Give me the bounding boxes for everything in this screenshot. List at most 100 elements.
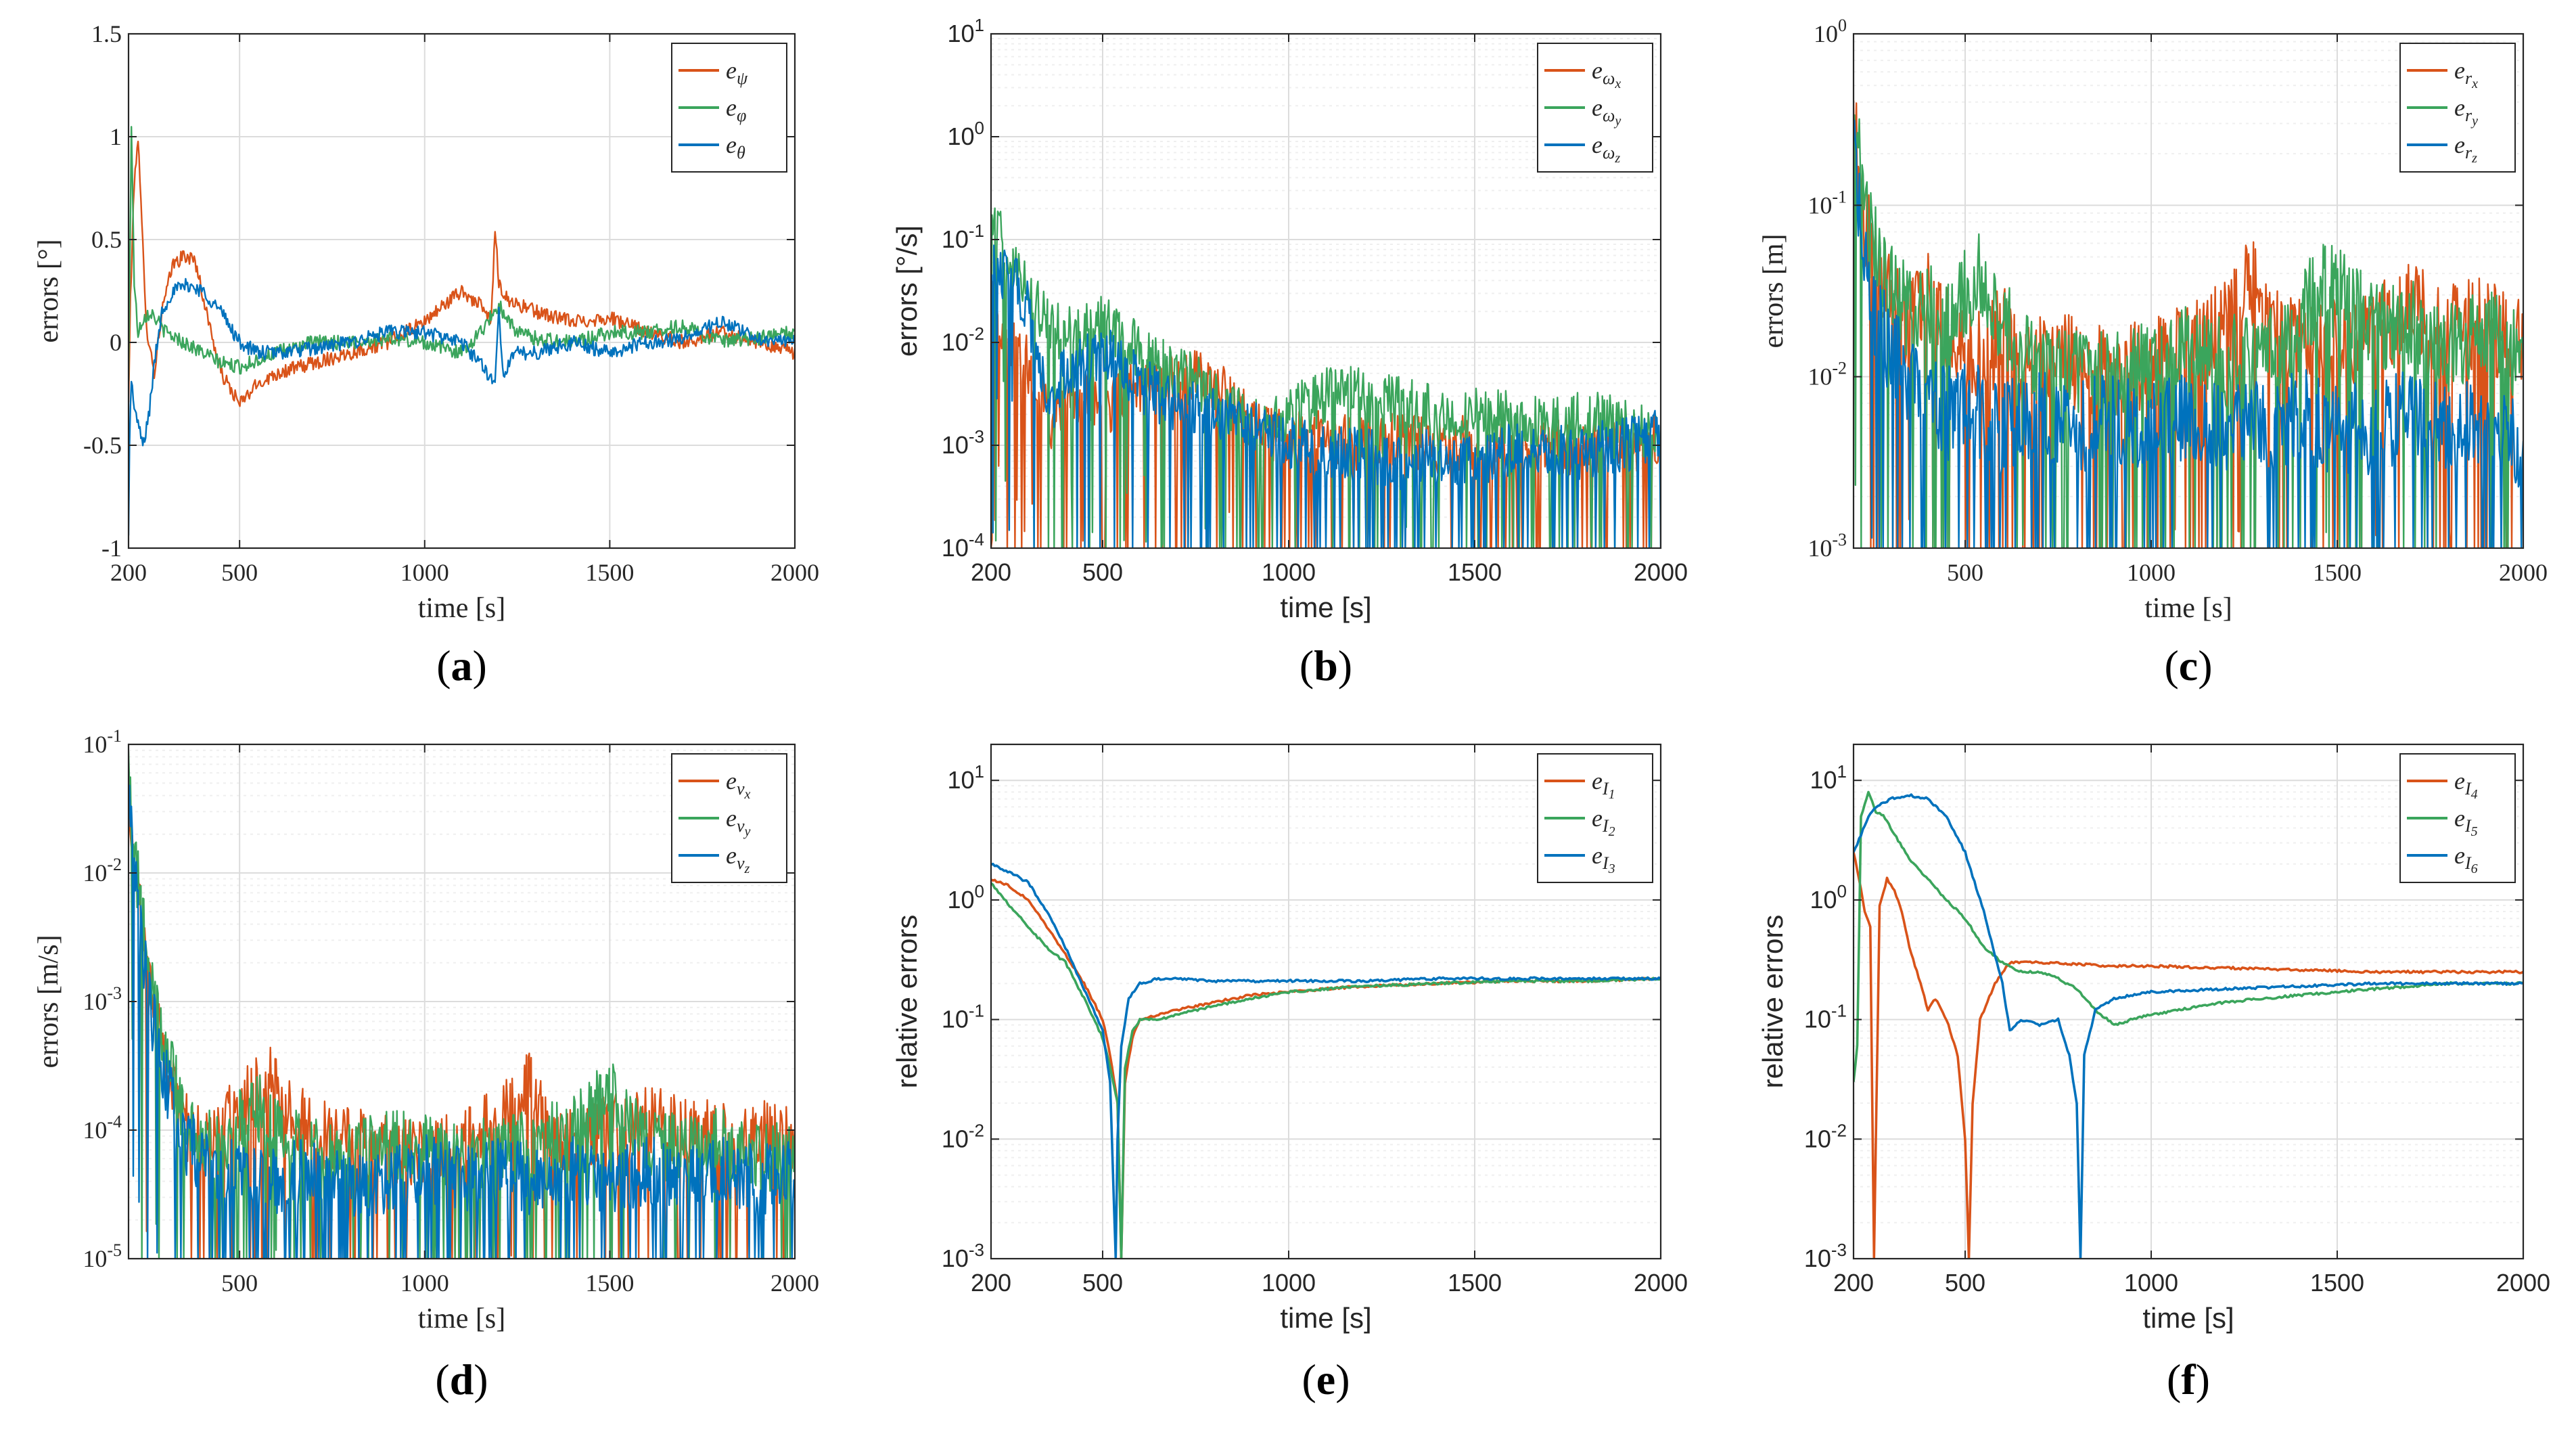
axes-box bbox=[1852, 32, 2525, 549]
x-tick-label: 2000 bbox=[770, 1270, 819, 1297]
y-tick-label: 10-3 bbox=[83, 983, 122, 1015]
y-tick-label: 10-2 bbox=[1808, 359, 1847, 390]
y-tick-label: 10-5 bbox=[83, 1240, 122, 1272]
x-axis-label: time [s] bbox=[2144, 593, 2232, 624]
series-line-eI4 bbox=[1854, 851, 2523, 1259]
x-tick-label: 1500 bbox=[1448, 1269, 1502, 1297]
y-axis-label: relative errors bbox=[1757, 915, 1789, 1089]
x-tick-label: 500 bbox=[1082, 1269, 1123, 1297]
x-tick-label: 2000 bbox=[1634, 1269, 1688, 1297]
series-line-eθ bbox=[129, 277, 795, 536]
y-tick-label: 101 bbox=[947, 761, 984, 794]
y-tick-label: 101 bbox=[1810, 761, 1847, 794]
y-tick-label: 1 bbox=[110, 123, 122, 150]
y-tick-label: 10-1 bbox=[942, 221, 984, 253]
x-tick-label: 500 bbox=[1082, 558, 1123, 586]
x-tick-label: 500 bbox=[221, 559, 258, 586]
legend-entry-eI2: eI2 bbox=[1592, 805, 1615, 839]
legend-entry-eI1: eI1 bbox=[1592, 767, 1615, 802]
y-tick-label: 10-4 bbox=[83, 1112, 122, 1144]
x-axis-label: time [s] bbox=[2142, 1302, 2234, 1334]
panel-caption: (d) bbox=[435, 1355, 488, 1403]
y-tick-label: 101 bbox=[947, 15, 984, 47]
axes-box bbox=[127, 32, 796, 549]
y-tick-label: 10-1 bbox=[1804, 1001, 1847, 1033]
x-tick-label: 200 bbox=[1833, 1269, 1874, 1297]
y-axis-label: relative errors bbox=[891, 915, 923, 1089]
x-tick-label: 1000 bbox=[1262, 558, 1316, 586]
legend: eI1 eI2 eI3 bbox=[1537, 753, 1653, 883]
y-tick-label: 0 bbox=[110, 329, 122, 356]
y-tick-label: 10-1 bbox=[942, 1001, 984, 1033]
x-tick-label: 500 bbox=[221, 1270, 258, 1297]
series-line-eφ bbox=[129, 126, 795, 382]
series-line-eωy bbox=[991, 207, 1661, 548]
y-tick-label: 100 bbox=[1814, 16, 1847, 47]
x-tick-label: 200 bbox=[971, 1269, 1011, 1297]
legend-entry-erx: erx bbox=[2454, 57, 2478, 91]
y-tick-label: 100 bbox=[947, 118, 984, 150]
panel-e: 200 500 1000 1500 2000 10-3 10-2 10-1 100 101 time… bbox=[891, 743, 1688, 1403]
axes-box bbox=[1852, 743, 2525, 1260]
panel-caption: (b) bbox=[1300, 642, 1352, 690]
x-axis-label: time [s] bbox=[418, 1303, 505, 1334]
x-axis-label: time [s] bbox=[1280, 591, 1371, 623]
legend-entry-eI5: eI5 bbox=[2454, 805, 2478, 839]
y-tick-label: 10-3 bbox=[942, 426, 984, 459]
y-tick-label: 0.5 bbox=[91, 226, 122, 253]
y-axis-label: errors [m] bbox=[1758, 233, 1789, 348]
panel-c: 500 1000 1500 2000 10-3 10-2 10-1 100 time [s] er… bbox=[1758, 16, 2548, 690]
y-tick-label: 10-4 bbox=[942, 529, 984, 562]
y-tick-label: 10-3 bbox=[942, 1240, 984, 1272]
legend-entry-evz: evz bbox=[726, 842, 750, 876]
y-tick-label: 10-3 bbox=[1808, 530, 1847, 562]
y-tick-label: 10-2 bbox=[83, 855, 122, 886]
series-line-ery bbox=[1854, 114, 2523, 548]
panel-f: 200 500 1000 1500 2000 10-3 10-2 10-1 100 101 time… bbox=[1757, 743, 2550, 1403]
y-axis-label: errors [m/s] bbox=[33, 935, 64, 1068]
y-tick-label: 10-1 bbox=[1808, 187, 1847, 219]
legend-entry-eI3: eI3 bbox=[1592, 842, 1615, 876]
series-group bbox=[991, 862, 1661, 1259]
y-tick-label: 10-2 bbox=[942, 1120, 984, 1152]
y-tick-label: 100 bbox=[1810, 881, 1847, 914]
x-tick-label: 1500 bbox=[1448, 558, 1502, 586]
y-tick-label: 10-2 bbox=[942, 323, 984, 356]
panel-a: 200 500 1000 1500 2000 -1 -0.5 0 0.5 1 1.5 time [s]… bbox=[33, 20, 819, 690]
y-tick-label: -1 bbox=[101, 535, 122, 562]
series-line-eI3 bbox=[991, 862, 1661, 1259]
panel-caption: (e) bbox=[1302, 1355, 1350, 1403]
legend-entry-eI6: eI6 bbox=[2454, 842, 2478, 876]
x-tick-label: 2000 bbox=[2496, 1269, 2550, 1297]
panel-d: 500 1000 1500 2000 10-5 10-4 10-3 10-2 10-1 time … bbox=[33, 726, 819, 1403]
legend: eI4 eI5 eI6 bbox=[2399, 753, 2516, 883]
x-tick-label: 1000 bbox=[1262, 1269, 1316, 1297]
series-group bbox=[991, 207, 1661, 548]
series-group bbox=[1854, 100, 2523, 548]
legend-entry-eθ: eθ bbox=[726, 131, 745, 162]
legend-entry-eφ: eφ bbox=[726, 94, 746, 125]
legend: evx evy evz bbox=[671, 753, 787, 883]
x-tick-label: 1500 bbox=[2310, 1269, 2364, 1297]
y-tick-label: 1.5 bbox=[91, 20, 122, 47]
x-axis-label: time [s] bbox=[418, 593, 505, 624]
x-tick-label: 2000 bbox=[1634, 558, 1688, 586]
series-group bbox=[1854, 790, 2523, 1259]
x-tick-label: 1000 bbox=[400, 559, 449, 586]
x-tick-label: 1000 bbox=[400, 1270, 449, 1297]
x-tick-label: 1500 bbox=[2313, 559, 2362, 586]
y-axis-label: errors [°/s] bbox=[891, 225, 923, 357]
series-line-evy bbox=[129, 751, 795, 1259]
axes-box bbox=[990, 743, 1662, 1260]
legend: eψ eφ eθ bbox=[671, 43, 787, 173]
panel-caption: (f) bbox=[2167, 1355, 2210, 1403]
series-group bbox=[129, 751, 795, 1259]
legend-entry-eψ: eψ bbox=[726, 57, 748, 88]
x-tick-label: 1000 bbox=[2127, 559, 2176, 586]
x-tick-label: 1000 bbox=[2124, 1269, 2178, 1297]
series-line-eωz bbox=[991, 244, 1661, 548]
y-tick-label: 100 bbox=[947, 881, 984, 914]
panel-caption: (c) bbox=[2164, 642, 2212, 690]
